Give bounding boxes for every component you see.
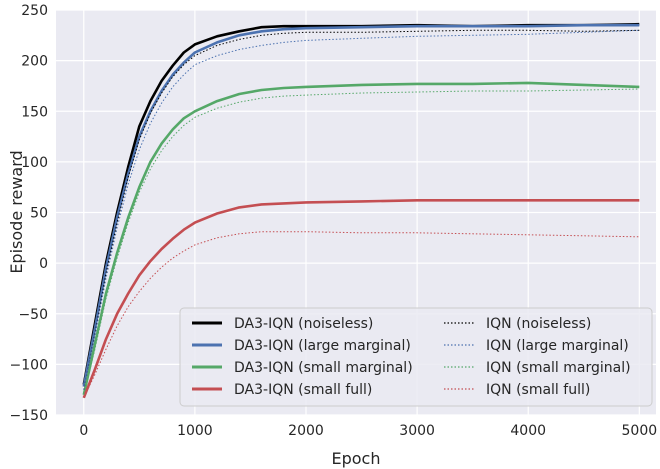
series-line-da3-iqn-small-full xyxy=(82,199,640,399)
y-tick-label: −150 xyxy=(10,408,48,424)
x-tick-label: 5000 xyxy=(622,423,658,439)
legend-label: IQN (small marginal) xyxy=(486,360,631,376)
legend-label: DA3-IQN (small marginal) xyxy=(234,360,413,376)
y-tick-label: 100 xyxy=(21,155,48,171)
x-tick-label: 0 xyxy=(79,423,88,439)
legend: DA3-IQN (noiseless) DA3-IQN (large margin… xyxy=(179,307,653,407)
y-tick-label: 200 xyxy=(21,54,48,70)
x-tick-label: 3000 xyxy=(399,423,435,439)
y-tick-label: 0 xyxy=(39,256,48,272)
legend-label: IQN (small full) xyxy=(486,382,590,398)
y-axis-label: Episode reward xyxy=(7,150,26,273)
legend-frame xyxy=(179,307,653,407)
series-line-iqn-noiseless xyxy=(83,29,640,390)
series-line-iqn-large-marginal xyxy=(83,29,640,390)
legend-label: IQN (large marginal) xyxy=(486,338,629,354)
legend-label: DA3-IQN (large marginal) xyxy=(234,338,411,354)
legend-label: DA3-IQN (noiseless) xyxy=(234,316,373,332)
series-line-da3-iqn-large-marginal xyxy=(82,23,640,387)
x-axis-label: Epoch xyxy=(332,449,381,468)
series-line-iqn-small-full xyxy=(83,231,640,399)
legend-label: IQN (noiseless) xyxy=(486,316,591,332)
x-tick-label: 2000 xyxy=(288,423,324,439)
y-tick-label: 250 xyxy=(21,3,48,19)
series-line-da3-iqn-small-marginal xyxy=(82,81,640,396)
x-tick-label: 4000 xyxy=(510,423,546,439)
series-lines xyxy=(82,22,640,399)
grid-lines xyxy=(56,9,656,416)
y-tick-label: 50 xyxy=(30,206,48,222)
x-tick-labels: 0 1000 2000 3000 4000 5000 xyxy=(79,423,657,439)
y-tick-label: −100 xyxy=(10,357,48,373)
y-tick-label: −50 xyxy=(18,307,48,323)
y-tick-labels: −150 −100 −50 0 50 100 150 200 250 xyxy=(10,3,48,424)
x-tick-label: 1000 xyxy=(177,423,213,439)
y-tick-label: 150 xyxy=(21,104,48,120)
legend-label: DA3-IQN (small full) xyxy=(234,382,372,398)
